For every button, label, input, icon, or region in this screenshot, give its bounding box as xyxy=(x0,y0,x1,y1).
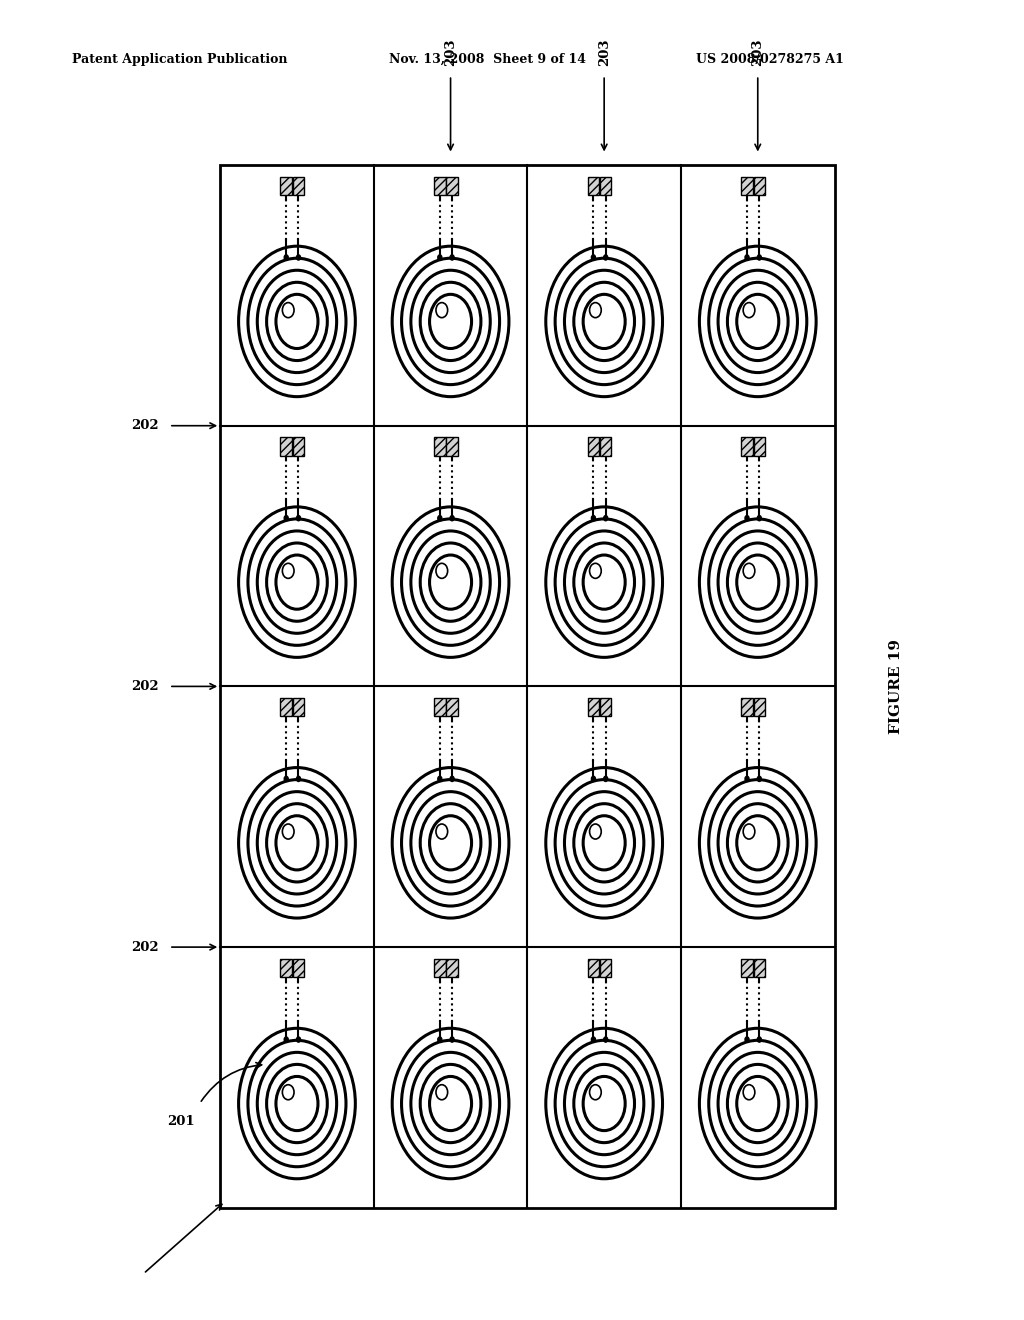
Text: 201: 201 xyxy=(167,1115,195,1129)
Bar xyxy=(293,437,304,455)
Circle shape xyxy=(592,516,595,521)
Bar xyxy=(281,958,292,977)
Bar xyxy=(600,958,611,977)
Circle shape xyxy=(604,255,607,260)
Circle shape xyxy=(745,1038,749,1043)
Bar xyxy=(446,437,458,455)
Circle shape xyxy=(438,1038,441,1043)
Bar xyxy=(434,177,445,195)
Bar xyxy=(588,177,599,195)
Circle shape xyxy=(438,255,441,260)
Circle shape xyxy=(745,516,749,521)
Text: 203: 203 xyxy=(752,38,764,66)
Circle shape xyxy=(451,1038,454,1043)
Circle shape xyxy=(745,255,749,260)
Bar xyxy=(434,698,445,717)
Circle shape xyxy=(604,516,607,521)
Bar xyxy=(281,698,292,717)
Circle shape xyxy=(285,1038,288,1043)
Circle shape xyxy=(285,776,288,781)
Bar xyxy=(281,177,292,195)
Bar xyxy=(293,958,304,977)
Bar xyxy=(446,698,458,717)
Circle shape xyxy=(297,255,300,260)
Text: Patent Application Publication: Patent Application Publication xyxy=(72,53,287,66)
Bar xyxy=(754,698,765,717)
Bar xyxy=(741,958,753,977)
Circle shape xyxy=(297,776,300,781)
Circle shape xyxy=(758,776,761,781)
Bar xyxy=(754,958,765,977)
Circle shape xyxy=(451,516,454,521)
Bar xyxy=(446,958,458,977)
Circle shape xyxy=(745,776,749,781)
Bar xyxy=(754,177,765,195)
Text: 202: 202 xyxy=(131,941,159,953)
Circle shape xyxy=(758,1038,761,1043)
Circle shape xyxy=(451,255,454,260)
Circle shape xyxy=(297,516,300,521)
Circle shape xyxy=(285,255,288,260)
Text: 203: 203 xyxy=(598,38,610,66)
Circle shape xyxy=(438,516,441,521)
Bar xyxy=(281,437,292,455)
Bar xyxy=(434,958,445,977)
Text: US 2008/0278275 A1: US 2008/0278275 A1 xyxy=(696,53,844,66)
Bar xyxy=(741,437,753,455)
Circle shape xyxy=(604,1038,607,1043)
Bar xyxy=(434,437,445,455)
Text: FIGURE 19: FIGURE 19 xyxy=(889,639,903,734)
Bar xyxy=(588,698,599,717)
Circle shape xyxy=(285,516,288,521)
Bar xyxy=(600,437,611,455)
Circle shape xyxy=(297,1038,300,1043)
Text: 202: 202 xyxy=(131,680,159,693)
Bar xyxy=(600,177,611,195)
Circle shape xyxy=(438,776,441,781)
Bar xyxy=(293,698,304,717)
Bar xyxy=(754,437,765,455)
Bar xyxy=(741,698,753,717)
Circle shape xyxy=(592,255,595,260)
Text: 202: 202 xyxy=(131,420,159,432)
Circle shape xyxy=(451,776,454,781)
Circle shape xyxy=(592,1038,595,1043)
Bar xyxy=(220,165,835,1208)
Circle shape xyxy=(758,255,761,260)
Bar xyxy=(741,177,753,195)
Text: Nov. 13, 2008  Sheet 9 of 14: Nov. 13, 2008 Sheet 9 of 14 xyxy=(389,53,586,66)
Bar xyxy=(600,698,611,717)
Circle shape xyxy=(592,776,595,781)
Text: 203: 203 xyxy=(444,38,457,66)
Bar xyxy=(293,177,304,195)
Bar xyxy=(588,958,599,977)
Bar xyxy=(588,437,599,455)
Circle shape xyxy=(758,516,761,521)
Bar xyxy=(446,177,458,195)
Circle shape xyxy=(604,776,607,781)
